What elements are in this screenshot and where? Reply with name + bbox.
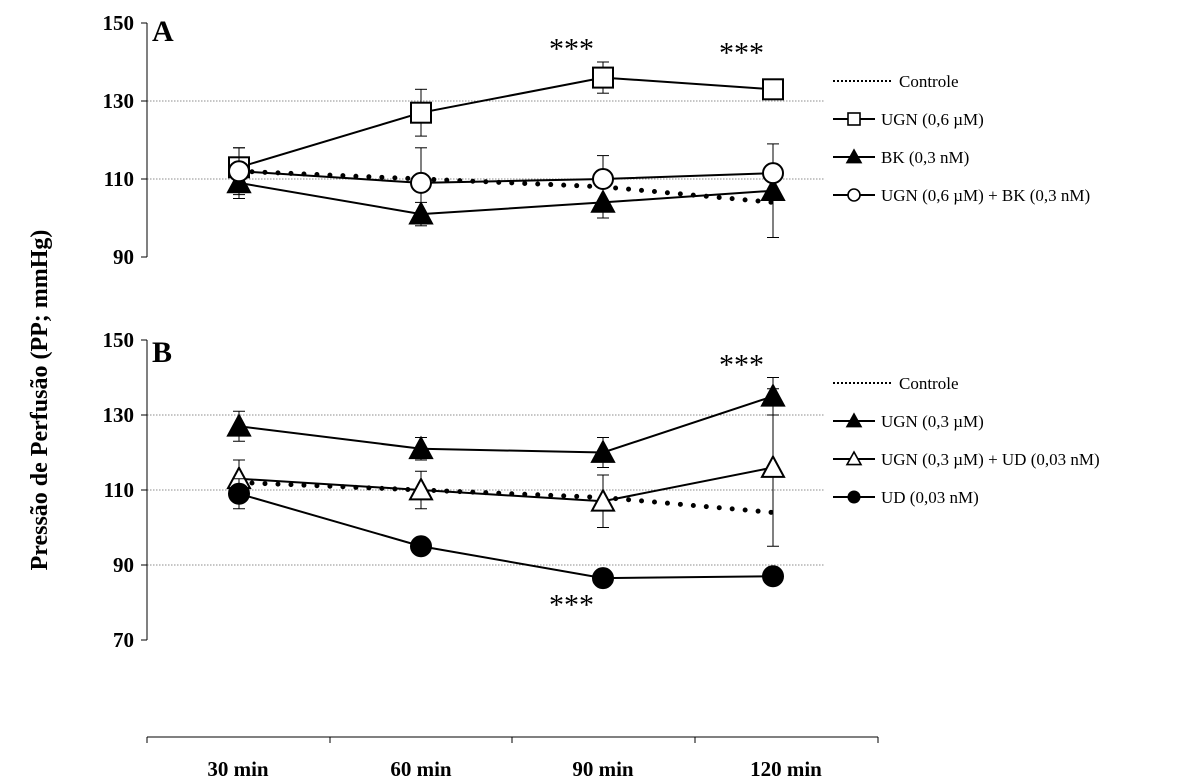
- legend-marker: [845, 412, 863, 428]
- y-tick-label: 150: [103, 328, 135, 352]
- data-point: [592, 168, 614, 190]
- data-point: [760, 454, 786, 478]
- significance-marker: ***: [719, 349, 764, 382]
- data-point: [762, 78, 784, 101]
- legend-label: Controle: [899, 374, 959, 393]
- legend-entry: UD (0,03 nM): [833, 488, 979, 507]
- legend-label: UGN (0,3 µM) + UD (0,03 nM): [881, 450, 1100, 469]
- legend-label: BK (0,3 nM): [881, 148, 969, 167]
- data-point: [228, 482, 250, 505]
- legend-label: UD (0,03 nM): [881, 488, 979, 507]
- y-tick-label: 70: [113, 628, 134, 652]
- data-point: [408, 476, 434, 501]
- y-tick-label: 130: [103, 403, 135, 427]
- legend-marker: [845, 148, 863, 164]
- data-point: [762, 565, 784, 588]
- y-tick-label: 90: [113, 245, 134, 269]
- x-tick-label: 60 min: [390, 757, 452, 780]
- series-ugn-0-3-m: [226, 377, 786, 468]
- legend-label: UGN (0,6 µM) + BK (0,3 nM): [881, 186, 1090, 205]
- y-tick-label: 150: [103, 11, 135, 35]
- data-point: [228, 160, 250, 183]
- panel-b: 70 90 110 130 150 B Controle UGN (0,3 µM) UGN (0…: [103, 328, 1100, 652]
- data-point: [762, 162, 784, 185]
- significance-marker: ***: [719, 36, 764, 69]
- series-line: [238, 395, 774, 454]
- data-point: [590, 488, 616, 512]
- legend-entry: Controle: [833, 374, 959, 393]
- panel-letter: B: [152, 336, 172, 369]
- data-point: [410, 171, 432, 194]
- series-ugn-0-6-m-bk-0-3-nm: [228, 147, 784, 219]
- legend-entry: UGN (0,6 µM) + BK (0,3 nM): [833, 186, 1090, 205]
- series-bk-0-3-nm: [226, 143, 786, 238]
- series-controle: [236, 480, 776, 515]
- legend-entry: UGN (0,3 µM): [833, 412, 984, 431]
- data-point: [760, 177, 786, 202]
- legend-label: Controle: [899, 72, 959, 91]
- series-line: [238, 76, 774, 169]
- series-ud-0-03-nm: [228, 478, 784, 590]
- series-line: [238, 170, 774, 184]
- significance-marker: ***: [549, 32, 594, 65]
- series-line: [236, 480, 776, 515]
- legend-entry: UGN (0,3 µM) + UD (0,03 nM): [833, 450, 1100, 469]
- data-point: [410, 101, 432, 124]
- panel-a: 90 110 130 150 A Controle UGN (0,6 µM) BK (0,3 …: [103, 11, 1091, 269]
- legend-marker: [847, 112, 861, 126]
- legend-entry: UGN (0,6 µM): [833, 110, 984, 129]
- data-point: [408, 435, 434, 460]
- legend-label: UGN (0,3 µM): [881, 412, 984, 431]
- y-tick-label: 90: [113, 553, 134, 577]
- legend-entry: BK (0,3 nM): [833, 148, 969, 167]
- x-tick-label: 30 min: [207, 757, 269, 780]
- y-tick-label: 110: [104, 167, 134, 191]
- x-axis: 30 min 60 min 90 min 120 min: [146, 736, 879, 780]
- legend-marker: [847, 490, 861, 504]
- panel-letter: A: [152, 15, 174, 48]
- y-tick-label: 110: [104, 478, 134, 502]
- series-line: [238, 181, 774, 216]
- series-controle: [236, 168, 776, 205]
- data-point: [592, 66, 614, 89]
- legend-label: UGN (0,6 µM): [881, 110, 984, 129]
- data-point: [226, 413, 252, 437]
- y-axis-title: Pressão de Perfusão (PP; mmHg): [27, 230, 53, 571]
- legend-marker: [847, 188, 861, 202]
- data-point: [410, 535, 432, 558]
- series-ugn-0-3-m-ud-0-03-nm: [226, 388, 786, 547]
- x-tick-label: 90 min: [572, 757, 634, 780]
- legend-marker: [845, 450, 863, 466]
- x-tick-label: 120 min: [750, 757, 822, 780]
- significance-marker: ***: [549, 589, 594, 622]
- series-ugn-0-6-m: [228, 61, 784, 188]
- series-line: [236, 168, 776, 205]
- y-tick-label: 130: [103, 89, 135, 113]
- legend-entry: Controle: [833, 72, 959, 91]
- data-point: [590, 439, 616, 463]
- series-line: [238, 492, 774, 580]
- data-point: [592, 567, 614, 590]
- series-line: [238, 466, 774, 503]
